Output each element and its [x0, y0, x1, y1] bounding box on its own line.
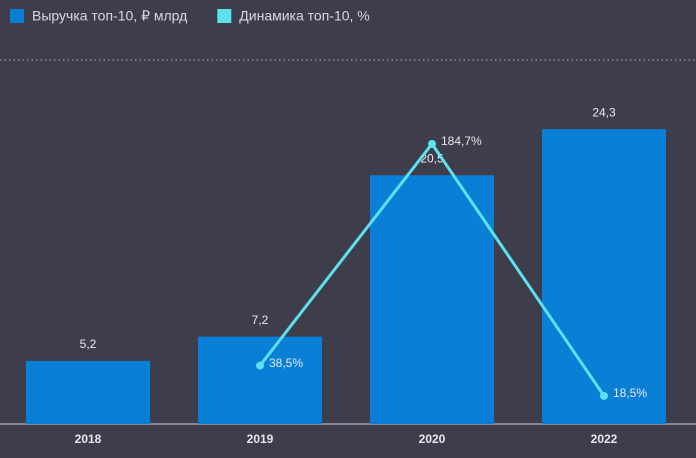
bar [198, 336, 322, 424]
line-value-label: 18,5% [613, 386, 647, 400]
legend-label: Выручка топ-10, ₽ млрд [32, 8, 187, 24]
line-point [600, 391, 608, 400]
bar [542, 129, 666, 424]
legend-label: Динамика топ-10, % [239, 8, 369, 24]
line-point [256, 361, 264, 370]
bar-value-label: 7,2 [252, 313, 269, 327]
legend-swatch [217, 9, 232, 23]
x-tick-label: 2019 [247, 432, 274, 446]
x-tick-label: 2020 [419, 432, 446, 446]
line-value-label: 38,5% [269, 356, 303, 370]
bar-value-label: 5,2 [80, 337, 97, 351]
x-tick-label: 2022 [591, 432, 618, 446]
bar [26, 360, 150, 424]
legend-swatch [10, 9, 24, 23]
line-point [428, 139, 436, 148]
x-tick-label: 2018 [75, 432, 102, 446]
bar [370, 175, 494, 424]
line-value-label: 184,7% [441, 134, 482, 148]
bar-value-label: 24,3 [592, 105, 616, 119]
